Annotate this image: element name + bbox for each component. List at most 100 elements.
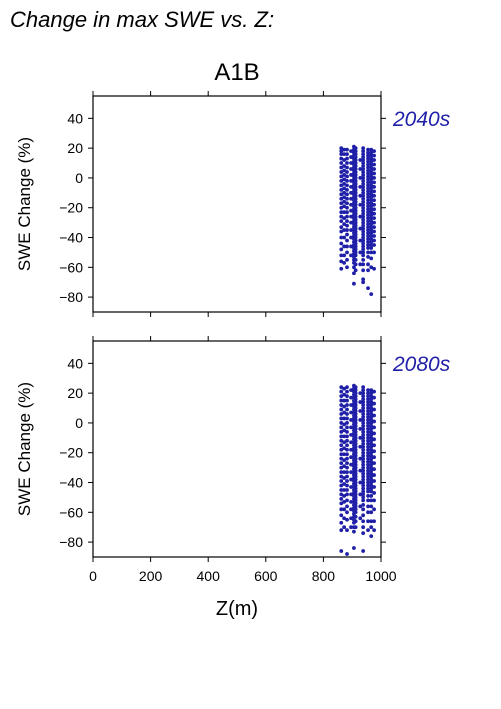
data-point bbox=[366, 504, 370, 509]
data-point bbox=[349, 228, 353, 232]
data-point bbox=[369, 498, 374, 503]
data-point bbox=[361, 235, 366, 240]
data-point bbox=[366, 480, 370, 485]
data-point bbox=[353, 504, 358, 509]
data-point bbox=[345, 504, 349, 509]
y-tick-label: −40 bbox=[59, 475, 83, 491]
plot-frame bbox=[92, 95, 382, 313]
data-point bbox=[349, 196, 353, 201]
data-point bbox=[353, 456, 358, 461]
data-point bbox=[361, 226, 366, 231]
data-point bbox=[361, 253, 366, 258]
data-point bbox=[372, 184, 376, 189]
data-point bbox=[339, 165, 344, 170]
data-point bbox=[366, 444, 370, 449]
data-point bbox=[345, 492, 349, 497]
data-point bbox=[353, 444, 358, 449]
data-point bbox=[369, 195, 374, 200]
data-point bbox=[361, 495, 366, 500]
data-point bbox=[358, 468, 363, 473]
data-point bbox=[353, 415, 358, 419]
plot-frame bbox=[92, 340, 382, 558]
data-point bbox=[372, 443, 376, 448]
data-point bbox=[339, 196, 344, 201]
data-point bbox=[369, 292, 374, 297]
data-point bbox=[349, 447, 353, 452]
data-point bbox=[366, 246, 370, 250]
data-point bbox=[345, 244, 349, 249]
data-point bbox=[369, 177, 374, 182]
data-point bbox=[353, 474, 358, 479]
data-point bbox=[353, 403, 358, 407]
data-point bbox=[366, 186, 370, 191]
data-point bbox=[369, 435, 374, 440]
data-point bbox=[349, 184, 353, 189]
data-point bbox=[339, 438, 344, 443]
data-point bbox=[358, 226, 363, 231]
data-point bbox=[366, 153, 370, 158]
data-point bbox=[349, 220, 353, 225]
data-point bbox=[353, 441, 358, 446]
data-point bbox=[349, 179, 353, 183]
data-point bbox=[342, 452, 347, 457]
data-point bbox=[369, 147, 374, 152]
data-point bbox=[353, 453, 358, 458]
data-point bbox=[349, 499, 353, 504]
data-point bbox=[353, 388, 358, 393]
period-label: 2080s bbox=[392, 353, 451, 376]
y-tick-label: −60 bbox=[59, 504, 83, 520]
data-point bbox=[345, 196, 349, 201]
data-point bbox=[358, 492, 363, 497]
data-point bbox=[366, 162, 370, 167]
data-point bbox=[345, 147, 349, 152]
y-tick-label: −80 bbox=[59, 534, 83, 550]
data-point bbox=[358, 391, 363, 396]
data-point bbox=[342, 440, 347, 445]
data-point bbox=[369, 213, 374, 218]
data-point bbox=[369, 265, 374, 270]
data-point bbox=[342, 386, 347, 391]
data-point bbox=[361, 498, 366, 503]
data-point bbox=[345, 170, 349, 174]
data-point bbox=[342, 253, 347, 258]
data-point bbox=[369, 225, 374, 229]
data-point bbox=[369, 250, 374, 255]
data-point bbox=[353, 223, 358, 228]
data-point bbox=[342, 173, 347, 177]
data-point bbox=[339, 210, 344, 215]
data-point bbox=[369, 388, 374, 393]
data-point bbox=[366, 429, 370, 434]
data-point bbox=[353, 519, 358, 524]
data-point bbox=[361, 247, 366, 252]
data-point bbox=[361, 468, 366, 473]
data-point bbox=[353, 217, 358, 222]
data-point bbox=[361, 406, 366, 410]
data-point bbox=[361, 438, 366, 443]
data-point bbox=[339, 149, 344, 154]
data-point bbox=[339, 205, 344, 210]
data-point bbox=[372, 162, 376, 167]
data-point bbox=[369, 256, 374, 261]
data-point bbox=[345, 479, 349, 483]
data-point bbox=[366, 228, 370, 232]
data-point bbox=[353, 238, 358, 243]
data-point bbox=[349, 161, 353, 165]
data-point bbox=[358, 184, 363, 189]
data-point bbox=[345, 201, 349, 206]
data-point bbox=[349, 470, 353, 474]
data-point bbox=[358, 456, 363, 461]
data-point bbox=[349, 432, 353, 437]
data-point bbox=[342, 398, 347, 403]
data-point bbox=[372, 461, 376, 466]
data-point bbox=[339, 452, 344, 457]
data-point bbox=[349, 525, 353, 530]
data-point bbox=[353, 432, 358, 437]
data-point bbox=[339, 429, 344, 434]
data-point bbox=[358, 418, 363, 422]
data-point bbox=[372, 171, 376, 176]
data-point bbox=[342, 152, 347, 156]
data-point bbox=[339, 385, 344, 390]
data-point bbox=[372, 485, 376, 489]
data-point bbox=[342, 210, 347, 215]
data-point bbox=[372, 238, 376, 243]
